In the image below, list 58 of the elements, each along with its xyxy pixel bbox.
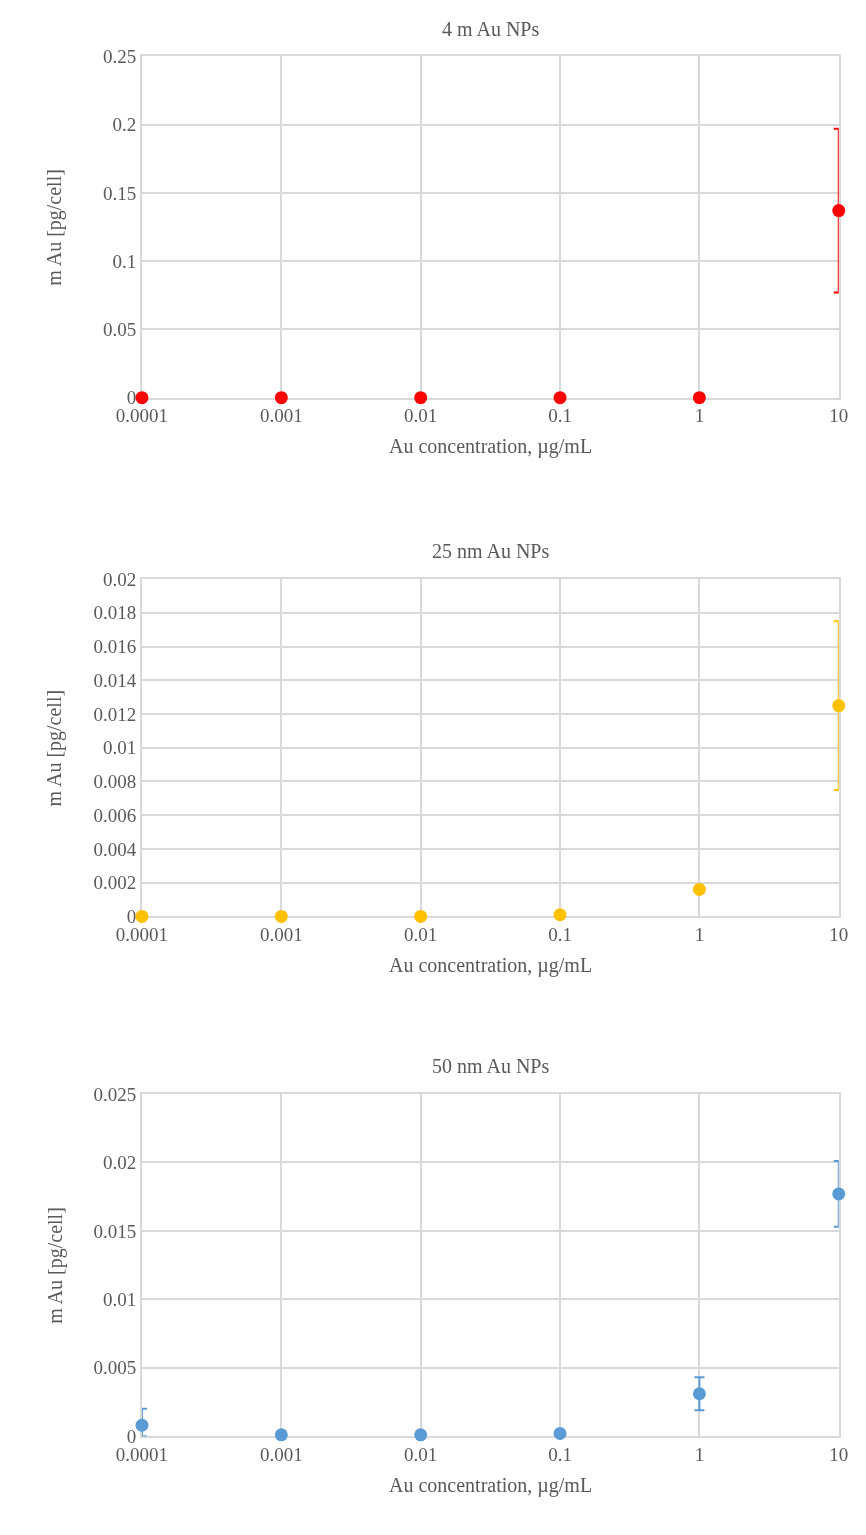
y-axis-title: m Au [pg/cell]: [42, 689, 66, 807]
point: [135, 1418, 149, 1432]
x-tick-label: 10: [829, 924, 849, 946]
y-axis-title: m Au [pg/cell]: [42, 169, 66, 286]
point: [832, 699, 846, 713]
y-tick-label: 0.15: [102, 182, 137, 204]
x-tick-label: 0.01: [404, 405, 438, 427]
y-tick-label: 0.004: [93, 838, 137, 860]
y-tick-label: 0.016: [93, 636, 137, 658]
y-tick-label: 0.01: [102, 1288, 137, 1310]
y-tick-label: 0.1: [112, 250, 137, 272]
y-tick-label: 0.025: [93, 1083, 137, 1105]
x-axis-title: Au concentration, µg/mL: [389, 954, 593, 977]
y-tick-label: 0: [126, 1425, 137, 1447]
y-tick-label: 0.2: [112, 114, 137, 136]
y-tick-label: 0.005: [93, 1357, 137, 1379]
y-tick-label: 0.008: [93, 771, 137, 793]
x-tick-label: 0.01: [404, 924, 438, 946]
point: [692, 1387, 706, 1401]
point: [692, 882, 706, 896]
x-tick-label: 10: [829, 1444, 849, 1466]
point: [274, 909, 288, 923]
y-tick-label: 0.02: [102, 1152, 137, 1174]
x-tick-label: 0.001: [259, 405, 303, 427]
y-axis-title: m Au [pg/cell]: [43, 1207, 67, 1324]
chart-title: 25 nm Au NPs: [432, 540, 550, 562]
chart-title: 4 m Au NPs: [442, 18, 540, 40]
point: [832, 1187, 846, 1201]
x-tick-label: 0.0001: [115, 1444, 169, 1466]
x-tick-label: 1: [694, 924, 705, 946]
y-tick-label: 0.002: [93, 872, 137, 894]
chart-title: 50 nm Au NPs: [432, 1055, 550, 1077]
point: [553, 1426, 567, 1440]
y-tick-label: 0.25: [102, 46, 137, 68]
x-tick-label: 0.1: [548, 405, 572, 427]
y-tick-label: 0.014: [93, 669, 137, 691]
point: [414, 909, 428, 923]
y-tick-label: 0.02: [102, 568, 137, 590]
y-tick-label: 0.05: [102, 319, 137, 341]
point: [553, 908, 567, 922]
y-tick-label: 0.015: [93, 1220, 137, 1242]
x-tick-label: 0.1: [548, 924, 572, 946]
x-tick-label: 1: [694, 1444, 705, 1466]
x-axis-title: Au concentration, µg/mL: [389, 1474, 593, 1497]
y-tick-label: 0.018: [93, 602, 137, 624]
y-tick-label: 0.012: [93, 703, 137, 725]
y-tick-label: 0.01: [102, 737, 137, 759]
point: [135, 909, 149, 923]
x-tick-label: 1: [694, 405, 705, 427]
x-axis-title: Au concentration, µg/mL: [389, 435, 593, 458]
x-tick-label: 0.001: [259, 1444, 303, 1466]
point: [414, 1428, 428, 1442]
x-tick-label: 0.001: [259, 924, 303, 946]
x-tick-label: 0.01: [404, 1444, 438, 1466]
y-tick-label: 0.006: [93, 804, 137, 826]
x-tick-label: 0.1: [548, 1444, 572, 1466]
x-tick-label: 10: [829, 405, 849, 427]
point: [274, 1428, 288, 1442]
